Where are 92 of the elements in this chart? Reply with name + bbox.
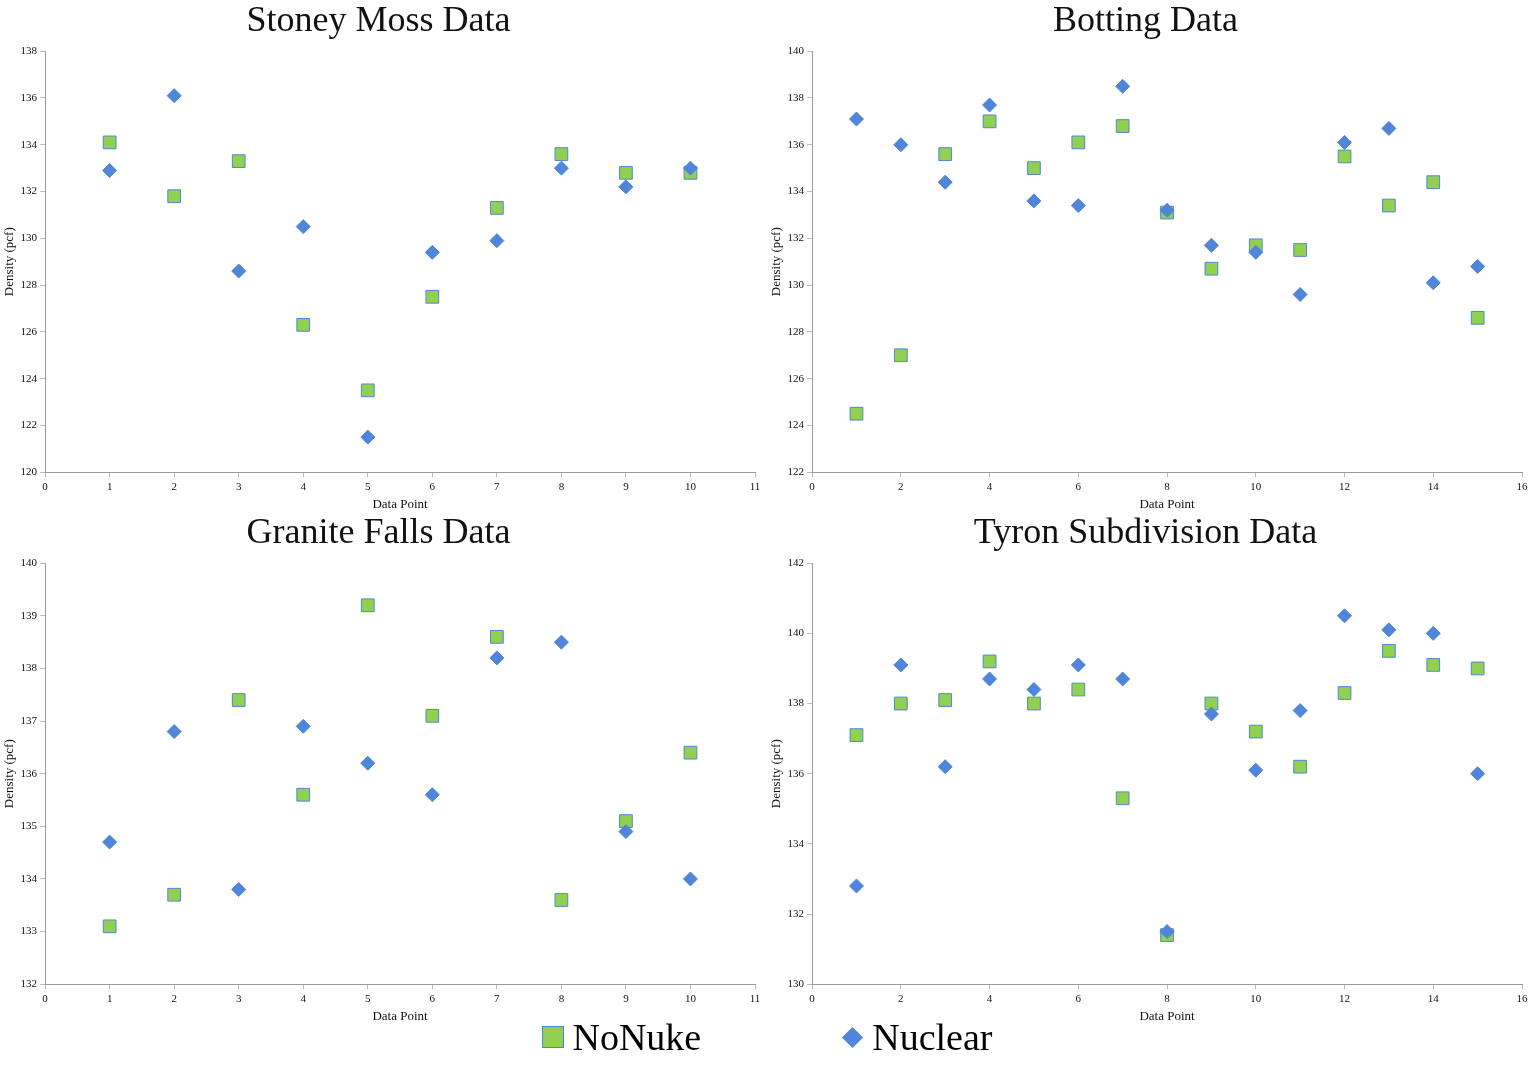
x-tick-label: 10 [1250,479,1262,492]
x-tick-label: 5 [365,991,372,1004]
y-tick-label: 130 [787,277,805,290]
x-tick-label: 10 [684,479,697,492]
y-tick-label: 133 [20,924,38,937]
chart-title: Stoney Moss Data [246,0,511,40]
legend-label: Nuclear [872,1015,993,1059]
x-tick-label: 1 [106,991,113,1004]
x-tick-label: 7 [494,991,501,1004]
x-tick-label: 12 [1339,479,1351,492]
y-tick-label: 142 [787,556,805,569]
x-tick-label: 16 [1516,479,1528,492]
y-axis-title: Density (pcf) [768,739,784,809]
y-tick-label: 126 [787,371,805,384]
x-tick-label: 0 [42,991,49,1004]
x-tick-label: 2 [171,479,177,492]
y-tick-label: 120 [20,465,38,478]
x-axis-title: Data Point [372,1007,429,1023]
y-tick-label: 136 [20,90,38,103]
y-tick-label: 128 [20,277,38,290]
x-tick-label: 11 [749,479,761,492]
x-tick-label: 6 [429,479,436,492]
y-tick-label: 137 [20,713,38,726]
y-tick-label: 138 [20,44,38,57]
x-tick-label: 5 [365,479,372,492]
y-tick-label: 132 [787,231,805,244]
x-tick-label: 8 [1164,479,1171,492]
x-tick-label: 4 [300,479,307,492]
y-tick-label: 140 [20,556,38,569]
x-tick-label: 0 [809,479,816,492]
y-tick-label: 138 [787,90,805,103]
y-tick-label: 134 [20,871,38,884]
y-tick-label: 126 [20,324,38,337]
y-axis-title: Density (pcf) [1,739,17,809]
x-tick-label: 8 [558,991,565,1004]
y-tick-label: 124 [20,371,38,384]
x-tick-label: 0 [809,991,816,1004]
y-tick-label: 135 [20,819,38,832]
x-tick-label: 11 [749,991,761,1004]
x-tick-label: 8 [1164,991,1171,1004]
y-tick-label: 124 [787,418,805,431]
y-tick-label: 136 [787,766,805,779]
y-tick-label: 140 [787,44,805,57]
y-tick-label: 132 [20,184,38,197]
x-tick-label: 12 [1339,991,1351,1004]
y-tick-label: 122 [20,418,38,431]
legend-label: NoNuke [572,1015,702,1059]
chart-title: Tyron Subdivision Data [973,511,1318,552]
y-axis-title: Density (pcf) [1,227,17,297]
y-tick-label: 138 [20,661,38,674]
y-tick-label: 130 [787,977,805,990]
y-tick-label: 134 [20,137,38,150]
y-axis-title: Density (pcf) [768,227,784,297]
x-axis-title: Data Point [372,495,429,511]
x-tick-label: 3 [235,991,242,1004]
x-tick-label: 8 [558,479,565,492]
x-tick-label: 16 [1516,991,1528,1004]
x-tick-label: 1 [106,479,113,492]
x-tick-label: 14 [1427,991,1440,1004]
x-tick-label: 2 [171,991,177,1004]
y-tick-label: 134 [787,184,805,197]
x-tick-label: 10 [684,991,697,1004]
y-tick-label: 132 [787,906,805,919]
x-tick-label: 2 [898,991,904,1004]
y-tick-label: 139 [20,608,38,621]
y-tick-label: 122 [787,465,805,478]
x-axis-title: Data Point [1139,1007,1196,1023]
y-tick-label: 128 [787,324,805,337]
x-tick-label: 10 [1250,991,1262,1004]
x-tick-label: 3 [235,479,242,492]
x-tick-label: 9 [623,479,630,492]
y-tick-label: 140 [787,626,805,639]
x-tick-label: 2 [898,479,904,492]
y-tick-label: 138 [787,696,805,709]
y-tick-label: 130 [20,231,38,244]
x-tick-label: 4 [986,479,993,492]
x-axis-title: Data Point [1139,495,1196,511]
x-tick-label: 0 [42,479,49,492]
x-tick-label: 6 [1075,479,1082,492]
x-tick-label: 9 [623,991,630,1004]
y-tick-label: 136 [787,137,805,150]
x-tick-label: 6 [1075,991,1082,1004]
y-tick-label: 132 [20,977,38,990]
y-tick-label: 134 [787,836,805,849]
chart-title: Granite Falls Data [246,511,511,552]
x-tick-label: 6 [429,991,436,1004]
chart-title: Botting Data [1053,0,1238,40]
x-tick-label: 14 [1427,479,1440,492]
y-tick-label: 136 [20,766,38,779]
x-tick-label: 7 [494,479,501,492]
x-tick-label: 4 [300,991,307,1004]
x-tick-label: 4 [986,991,993,1004]
